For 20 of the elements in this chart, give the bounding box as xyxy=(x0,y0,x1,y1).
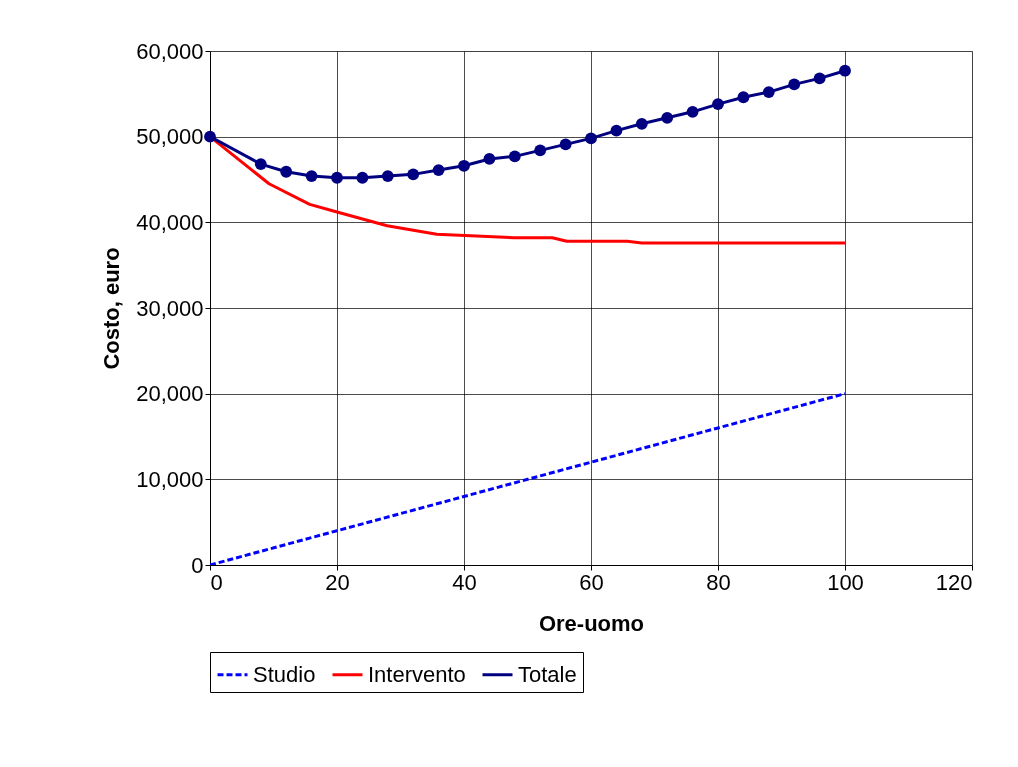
legend-label: Studio xyxy=(253,661,316,687)
y-tick-label: 40,000 xyxy=(136,209,204,235)
y-tick-label: 50,000 xyxy=(136,124,204,150)
x-tick-label: 60 xyxy=(579,569,604,595)
x-tick-label: 80 xyxy=(706,569,731,595)
y-tick-label: 10,000 xyxy=(136,466,204,492)
x-axis-title: Ore-uomo xyxy=(538,610,645,636)
y-tick-label: 30,000 xyxy=(136,295,204,321)
line-series xyxy=(210,392,847,565)
y-tick-label: 20,000 xyxy=(136,381,204,407)
x-tick-label: 0 xyxy=(210,569,223,595)
y-axis-title: Costo, euro xyxy=(99,247,125,370)
x-tick-label: 40 xyxy=(452,569,477,595)
x-tick-label: 20 xyxy=(325,569,350,595)
y-tick-label: 0 xyxy=(191,552,204,578)
y-tick-label: 60,000 xyxy=(136,38,204,64)
legend-label: Totale xyxy=(518,661,577,687)
legend-label: Intervento xyxy=(368,661,466,687)
x-tick-label: 100 xyxy=(827,569,864,595)
x-tick-label: 120 xyxy=(935,569,973,595)
